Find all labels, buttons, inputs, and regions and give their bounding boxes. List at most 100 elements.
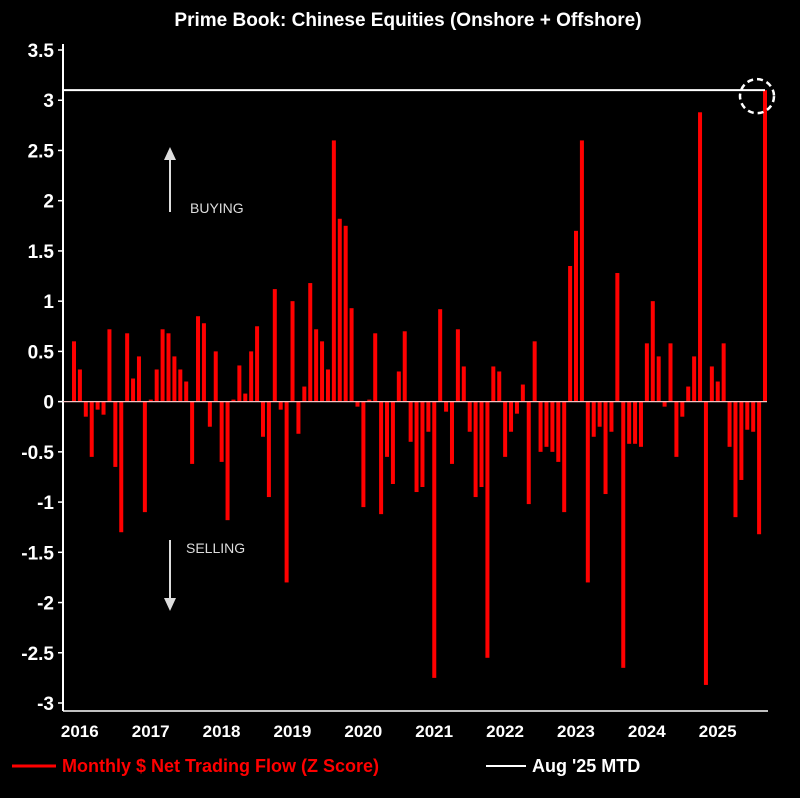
bar-2019-04	[314, 329, 319, 402]
y-tick-label: 1	[43, 292, 54, 313]
bar-2024-09	[698, 112, 703, 402]
bar-2018-08	[266, 401, 271, 498]
bar-2022-05	[532, 341, 537, 402]
selling-label: SELLING	[186, 540, 245, 556]
bar-2021-11	[497, 371, 502, 402]
bar-2017-07	[190, 401, 195, 464]
bar-2019-07	[331, 140, 336, 402]
bar-2019-02	[302, 386, 307, 402]
y-tick-label: 3	[43, 91, 54, 112]
bar-2022-07	[544, 401, 549, 447]
bar-2019-01	[296, 401, 301, 434]
bar-2022-10	[562, 401, 567, 513]
bar-2018-06	[255, 326, 260, 402]
x-tick-label: 2017	[132, 722, 170, 741]
bar-2023-10	[633, 401, 638, 444]
bar-2023-03	[591, 401, 596, 437]
bar-2016-09	[131, 378, 136, 402]
bar-2025-06	[751, 401, 756, 432]
bar-2021-10	[491, 366, 496, 402]
bar-2017-12	[219, 401, 224, 462]
y-tick-label: -1.5	[21, 543, 54, 564]
bar-2017-10	[207, 401, 212, 427]
bar-2021-06	[467, 401, 472, 432]
bar-2020-03	[379, 401, 384, 515]
bar-2020-08	[408, 401, 413, 442]
bar-2021-07	[473, 401, 478, 498]
bar-2016-12	[148, 399, 153, 402]
bar-2020-06	[396, 371, 401, 402]
bar-2019-05	[320, 341, 325, 402]
bar-2025-07	[757, 401, 762, 535]
bar-2022-04	[526, 401, 531, 505]
bar-2023-06	[609, 401, 614, 432]
bar-2018-10	[278, 401, 283, 410]
bar-2021-05	[461, 366, 466, 402]
bar-2016-06	[113, 401, 118, 467]
bar-2015-12	[77, 369, 82, 402]
bar-2016-02	[89, 401, 94, 457]
y-axis: 3.5 3 2.5 2 1.5 1 0.5 0 -0.5 -1 -1.5 -2 -2.5 -3	[21, 41, 64, 715]
x-tick-label: 2021	[415, 722, 453, 741]
bar-2024-04	[668, 343, 673, 402]
chart-title: Prime Book: Chinese Equities (Onshore + …	[174, 10, 641, 31]
bar-2016-04	[101, 401, 106, 415]
bar-2022-01	[509, 401, 514, 432]
bar-2020-04	[385, 401, 390, 457]
bar-2022-11	[568, 265, 573, 402]
bar-2023-04	[597, 401, 602, 427]
x-tick-label: 2023	[557, 722, 595, 741]
y-tick-label: -3	[37, 694, 54, 715]
bar-2025-01	[721, 343, 726, 402]
buying-label: BUYING	[190, 200, 244, 216]
bar-2025-04	[739, 401, 744, 480]
bar-2017-09	[201, 323, 206, 402]
bar-2018-09	[272, 289, 277, 402]
bar-2020-02	[373, 333, 378, 402]
reference-line-group	[63, 77, 776, 115]
y-tick-label: -2.5	[21, 644, 54, 665]
y-tick-label: 1.5	[28, 242, 55, 263]
bar-2022-02	[514, 401, 519, 414]
bar-2019-09	[343, 225, 348, 402]
bar-2023-11	[638, 401, 643, 447]
y-tick-label: -2	[37, 594, 54, 615]
bar-2024-05	[674, 401, 679, 457]
bar-2024-06	[680, 401, 685, 417]
bar-2018-02	[231, 399, 236, 402]
x-tick-label: 2025	[699, 722, 737, 741]
bar-2022-06	[538, 401, 543, 452]
bar-2016-01	[83, 401, 88, 417]
bar-2024-12	[715, 381, 720, 402]
bar-2020-12	[432, 401, 437, 678]
bar-2025-05	[745, 401, 750, 430]
bar-2021-03	[449, 401, 454, 464]
bar-2020-07	[402, 331, 407, 402]
bar-2017-08	[196, 316, 201, 402]
x-tick-label: 2019	[274, 722, 312, 741]
x-tick-label: 2018	[203, 722, 241, 741]
bar-2018-03	[237, 365, 242, 402]
bar-2017-01	[154, 369, 159, 402]
highlight-circle	[738, 77, 776, 115]
bar-2024-01	[650, 301, 655, 402]
bar-2023-07	[615, 273, 620, 402]
bar-2016-07	[119, 401, 124, 533]
bar-2024-10	[703, 401, 708, 685]
bar-2020-01	[367, 399, 372, 402]
bar-2016-11	[142, 401, 147, 513]
up-arrowhead-icon	[164, 147, 176, 160]
bar-2025-02	[727, 401, 732, 447]
bar-2018-11	[284, 401, 289, 583]
legend-label-bars: Monthly $ Net Trading Flow (Z Score)	[62, 756, 379, 776]
bar-2021-04	[455, 329, 460, 402]
bar-2023-12	[644, 343, 649, 402]
bar-2019-12	[361, 401, 366, 508]
bar-2017-05	[178, 369, 183, 402]
x-tick-label: 2024	[628, 722, 666, 741]
bar-2016-08	[125, 333, 130, 402]
bar-2023-08	[621, 401, 626, 668]
x-axis: 2016 2017 2018 2019 2020 2021 2022 2023 2024 2025	[61, 710, 768, 741]
bar-2023-09	[627, 401, 632, 444]
